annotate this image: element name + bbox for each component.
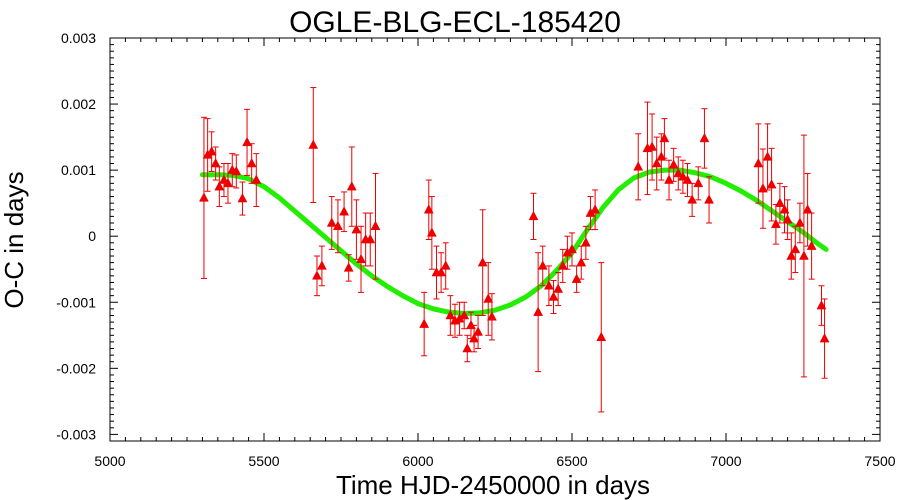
data-point <box>343 262 354 272</box>
data-point <box>802 204 813 214</box>
data-point <box>795 217 805 227</box>
data-point <box>459 309 470 320</box>
data-point <box>799 250 809 260</box>
x-tick-label: 5000 <box>94 453 125 469</box>
data-point <box>553 283 564 293</box>
data-point <box>469 333 479 343</box>
data-point <box>590 204 601 214</box>
data-point <box>351 224 362 234</box>
data-point <box>774 197 785 207</box>
data-point <box>779 204 790 214</box>
data-point <box>316 260 327 270</box>
data-point <box>567 243 577 254</box>
y-tick-label: -0.002 <box>56 360 96 376</box>
data-point <box>806 240 817 250</box>
data-point <box>326 217 337 227</box>
data-point <box>370 220 381 231</box>
data-point <box>487 311 497 321</box>
data-point <box>682 174 693 184</box>
data-point <box>537 260 548 270</box>
chart-title: OGLE-BLG-ECL-185420 <box>289 6 621 39</box>
data-point <box>596 331 607 342</box>
data-point <box>246 157 257 168</box>
data-point <box>426 227 437 237</box>
data-point <box>214 181 225 191</box>
data-point <box>766 179 777 189</box>
y-tick-label: -0.003 <box>56 426 96 442</box>
plot-area: 5000 5500 6000 6500 7000 7500 -0.003 -0.002 -0.0… <box>56 30 895 469</box>
y-tick-label: 0.001 <box>61 162 96 178</box>
data-point <box>312 270 322 280</box>
data-point <box>333 220 343 231</box>
y-tick-label: 0 <box>88 228 96 244</box>
data-point <box>753 157 764 168</box>
x-tick-label: 7500 <box>864 453 895 469</box>
data-point <box>440 260 451 270</box>
data-point <box>687 194 698 204</box>
data-point <box>651 157 662 168</box>
data-point <box>693 177 704 188</box>
data-point <box>659 132 670 143</box>
y-tick-label: 0.002 <box>61 96 96 112</box>
data-point <box>580 237 591 247</box>
data-point <box>466 319 476 330</box>
x-tick-label: 6500 <box>556 453 587 469</box>
data-point <box>699 132 710 143</box>
x-tick-label: 6000 <box>402 453 433 469</box>
data-point <box>704 194 714 204</box>
data-point <box>231 165 242 176</box>
x-axis-label: Time HJD-2450000 in days <box>336 470 650 500</box>
data-point <box>199 192 209 202</box>
data-point <box>308 139 319 149</box>
data-point <box>356 253 366 264</box>
data-point <box>786 250 797 260</box>
data-point <box>419 318 430 328</box>
data-point <box>548 291 559 301</box>
x-tick-label: 5500 <box>248 453 279 469</box>
data-point <box>677 171 688 181</box>
data-point <box>365 233 376 244</box>
data-point <box>790 243 801 254</box>
data-point <box>483 293 494 303</box>
data-point <box>339 206 349 216</box>
data-point <box>423 204 434 214</box>
data-point <box>436 266 447 277</box>
data-point <box>576 257 587 267</box>
data-point <box>762 151 773 161</box>
data-point <box>445 309 456 320</box>
data-point <box>673 167 684 178</box>
data-point <box>633 161 644 171</box>
data-point <box>571 273 582 283</box>
data-point <box>668 159 679 169</box>
data-point <box>543 280 554 290</box>
data-point <box>647 141 657 151</box>
data-point <box>528 210 539 221</box>
data-point <box>533 306 544 316</box>
data-point <box>477 257 488 267</box>
x-tick-label: 7000 <box>710 453 741 469</box>
data-point <box>770 218 781 229</box>
y-tick-label: -0.001 <box>56 294 96 310</box>
data-point <box>251 174 262 184</box>
data-point <box>782 214 793 224</box>
data-point <box>346 181 357 191</box>
y-axis-label: O-C in days <box>0 171 29 308</box>
data-point <box>210 157 221 168</box>
data-point <box>237 193 248 203</box>
data-point <box>819 333 830 343</box>
data-point <box>462 342 473 353</box>
y-tick-label: 0.003 <box>61 30 96 46</box>
data-point <box>816 300 827 310</box>
fit-curve <box>199 167 829 316</box>
data-point <box>473 326 483 336</box>
data-point <box>557 260 568 270</box>
data-point <box>223 177 233 188</box>
data-point <box>206 146 217 156</box>
